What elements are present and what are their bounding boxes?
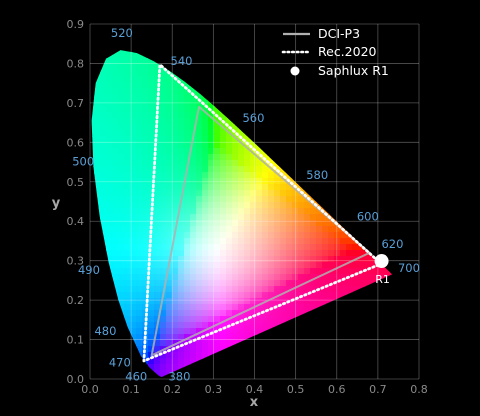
y-tick-label: 0.5 <box>67 176 85 189</box>
x-tick-label: 0.2 <box>164 383 182 396</box>
wavelength-label: 470 <box>109 356 131 370</box>
wavelength-label: 620 <box>381 237 403 251</box>
y-tick-label: 0.9 <box>67 18 85 31</box>
wavelength-label: 520 <box>111 26 133 40</box>
wavelength-label: 700 <box>398 261 420 275</box>
x-tick-label: 0.7 <box>369 383 387 396</box>
y-tick-label: 0.2 <box>67 294 85 307</box>
wavelength-label: 600 <box>357 210 379 224</box>
y-tick-label: 0.6 <box>67 136 85 149</box>
legend-label-saphlux-r1: Saphlux R1 <box>318 63 389 78</box>
x-tick-label: 0.3 <box>205 383 223 396</box>
y-tick-label: 0.7 <box>67 97 85 110</box>
tick-labels: 0.0 0.1 0.2 0.3 0.4 0.5 0.6 0.7 0.8 0.0 0.1 0.2 0.3 0… <box>67 18 428 396</box>
y-tick-label: 0.4 <box>67 215 85 228</box>
legend-label-rec2020: Rec.2020 <box>318 44 377 59</box>
point-label-r1: R1 <box>375 273 390 286</box>
wavelength-label: 500 <box>72 154 94 168</box>
x-tick-label: 0.8 <box>410 383 428 396</box>
x-tick-label: 0.5 <box>287 383 305 396</box>
white-point-glow <box>140 179 297 320</box>
gridlines <box>89 23 420 380</box>
y-tick-label: 0.1 <box>67 334 85 347</box>
gamut-triangles <box>142 63 383 363</box>
wavelength-label: 540 <box>171 54 193 68</box>
x-axis-label: x <box>250 395 259 410</box>
legend: DCI-P3 Rec.2020 Saphlux R1 <box>281 26 389 78</box>
y-tick-label: 0.0 <box>67 373 85 386</box>
legend-label-dci-p3: DCI-P3 <box>318 26 360 41</box>
wavelength-label: 580 <box>306 168 328 182</box>
wavelength-label: 490 <box>78 263 100 277</box>
x-tick-label: 0.4 <box>246 383 264 396</box>
data-points: R1 <box>374 254 390 286</box>
wavelength-label: 560 <box>242 111 264 125</box>
y-tick-label: 0.8 <box>67 57 85 70</box>
wavelength-label: 380 <box>168 369 190 383</box>
wavelength-label: 460 <box>125 369 147 383</box>
x-tick-label: 0.1 <box>122 383 140 396</box>
y-axis-label: y <box>52 196 61 211</box>
data-point-saphlux-r1 <box>374 254 389 269</box>
wavelength-label: 480 <box>94 324 116 338</box>
x-tick-label: 0.6 <box>328 383 346 396</box>
legend-marker-saphlux-r1 <box>290 66 300 76</box>
y-tick-label: 0.3 <box>67 255 85 268</box>
gamut-triangle-rec-2020 <box>142 63 383 363</box>
x-tick-label: 0.0 <box>81 383 99 396</box>
gamut-triangle-dci-p3 <box>150 105 371 357</box>
